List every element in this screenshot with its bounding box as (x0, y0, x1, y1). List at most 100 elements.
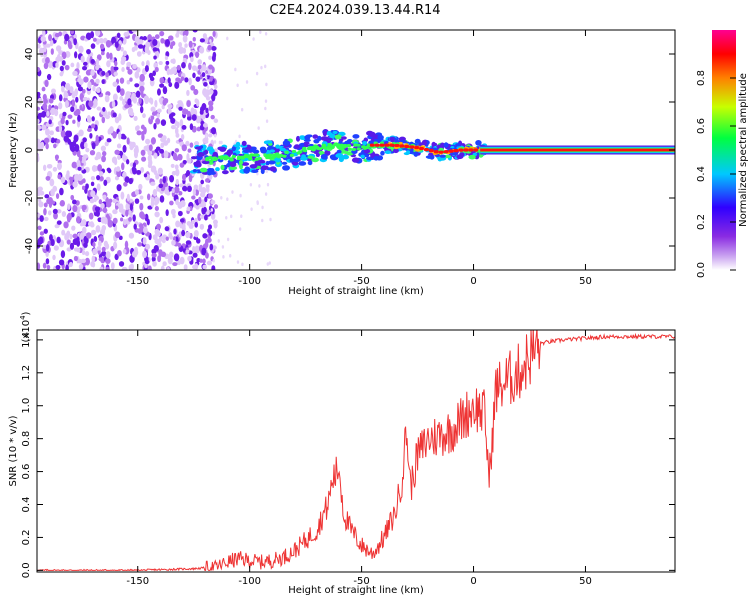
noise-speckle (55, 193, 60, 199)
noise-speckle (72, 181, 78, 188)
spectral-blob (341, 136, 347, 140)
spectral-blob (196, 152, 205, 157)
noise-speckle (154, 206, 159, 211)
ridge-blob (351, 147, 357, 152)
noise-speckle (252, 37, 255, 41)
ridge-blob (313, 144, 318, 148)
noise-speckle (37, 186, 43, 192)
noise-speckle (74, 88, 79, 97)
noise-speckle (199, 223, 205, 230)
noise-speckle (178, 46, 184, 54)
spectral-blob (360, 154, 365, 159)
noise-speckle (129, 77, 133, 82)
noise-speckle (199, 109, 204, 115)
spectral-blob (422, 139, 427, 146)
noise-speckle (176, 64, 181, 71)
x-tick-label: -150 (126, 576, 149, 587)
noise-speckle (192, 188, 196, 197)
snr-series-line (37, 330, 675, 572)
noise-speckle (132, 63, 137, 70)
spectral-blob (377, 134, 384, 140)
noise-speckle (150, 115, 155, 120)
noise-speckle (95, 87, 101, 94)
noise-speckle (73, 255, 79, 262)
noise-speckle (48, 119, 52, 125)
noise-speckle (56, 236, 61, 244)
noise-speckle (100, 145, 106, 152)
noise-speckle (134, 71, 140, 79)
noise-speckle (106, 51, 110, 60)
noise-speckle (84, 251, 90, 257)
ridge-blob (236, 155, 242, 159)
spectral-blob (323, 155, 328, 160)
noise-speckle (85, 183, 89, 190)
noise-speckle (202, 258, 206, 264)
noise-speckle (77, 77, 82, 83)
spectral-blob (273, 148, 280, 154)
noise-speckle (90, 229, 97, 236)
colorbar-tick-label: 0.8 (696, 70, 707, 86)
noise-speckle (264, 64, 267, 69)
y-tick-label: 0.2 (21, 529, 32, 545)
noise-speckle (112, 132, 117, 139)
noise-speckle (197, 213, 202, 221)
noise-speckle (131, 250, 138, 258)
noise-speckle (67, 40, 72, 49)
x-tick-label: -150 (126, 276, 149, 287)
noise-speckle (140, 81, 145, 86)
noise-speckle (95, 134, 99, 143)
noise-speckle (105, 266, 110, 270)
noise-speckle (145, 138, 151, 145)
noise-speckle (240, 107, 244, 112)
noise-speckle (166, 267, 171, 270)
y-tick-label: 40 (24, 48, 35, 61)
noise-speckle (37, 112, 44, 118)
noise-speckle (193, 184, 199, 191)
ridge-blob (306, 146, 312, 151)
noise-speckle (139, 105, 144, 114)
spectral-blob (352, 134, 360, 139)
noise-speckle (175, 220, 181, 228)
noise-speckle (201, 201, 207, 209)
noise-speckle (151, 252, 157, 258)
noise-speckle (89, 132, 93, 139)
noise-speckle (183, 186, 188, 192)
noise-speckle (118, 235, 123, 240)
spectral-blob (229, 161, 237, 168)
noise-speckle (203, 36, 209, 44)
noise-speckle (127, 68, 133, 75)
spectral-blob (468, 154, 476, 160)
noise-speckle (122, 98, 126, 106)
noise-speckle (266, 182, 270, 187)
noise-speckle (116, 184, 122, 192)
noise-speckle (45, 244, 50, 252)
noise-speckle (67, 203, 71, 210)
noise-speckle (186, 100, 191, 108)
noise-speckle (100, 51, 105, 56)
noise-speckle (87, 81, 92, 90)
x-tick-label: -50 (353, 276, 369, 287)
noise-speckle (48, 104, 52, 111)
noise-speckle (170, 67, 174, 75)
noise-speckle (65, 264, 69, 270)
noise-speckle (210, 199, 216, 205)
noise-speckle (220, 140, 223, 145)
spectrogram-y-ticks: -40 -20 0 20 40 (24, 48, 675, 254)
noise-speckle (163, 140, 169, 146)
snr-scale-label: (x104) (19, 311, 32, 342)
ridge-core (404, 144, 410, 149)
band-red-core (480, 148, 675, 152)
noise-speckle (167, 256, 173, 265)
noise-speckle (118, 113, 122, 121)
noise-speckle (93, 98, 98, 106)
ridge-core (423, 148, 429, 152)
spectral-blob (207, 146, 214, 151)
noise-speckle (149, 97, 154, 105)
noise-speckle (70, 194, 75, 201)
spectral-blob (351, 157, 360, 163)
noise-speckle (134, 83, 140, 88)
noise-speckle (83, 235, 88, 244)
noise-speckle (51, 88, 56, 94)
noise-speckle (43, 202, 48, 208)
noise-speckle (154, 34, 160, 40)
